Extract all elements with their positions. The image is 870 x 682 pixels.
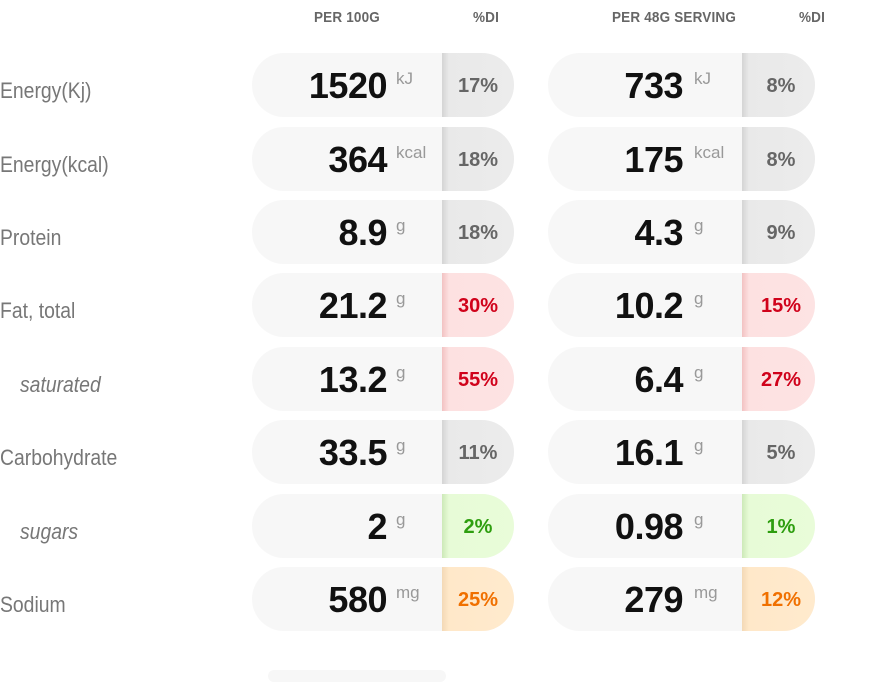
per-serving-unit: g	[694, 216, 704, 235]
per-100g-cell: 2 g 2%	[252, 494, 514, 558]
per-100g-value: 364	[328, 139, 387, 180]
column-header-per-100g: PER 100G	[314, 9, 380, 26]
partial-next-row	[268, 670, 446, 682]
per-serving-cell: 0.98 g 1%	[548, 494, 815, 558]
per-serving-cell: 6.4 g 27%	[548, 347, 815, 411]
per-100g-unit: g	[396, 216, 406, 235]
per-serving-cell: 175 kcal 8%	[548, 127, 815, 191]
nutrition-row-sodium: Sodium 580 mg 25% 279 mg 12%	[0, 567, 870, 631]
per-100g-unit: g	[396, 363, 406, 382]
per-serving-value: 733	[624, 65, 683, 106]
per-serving-unit: g	[694, 510, 704, 529]
per-100g-di-badge: 30%	[442, 273, 514, 337]
per-serving-cell: 733 kJ 8%	[548, 53, 815, 117]
per-serving-value: 6.4	[634, 359, 683, 400]
per-100g-di-badge: 18%	[442, 127, 514, 191]
column-header-per-serving: PER 48G SERVING	[612, 9, 737, 26]
per-100g-di-badge: 55%	[442, 347, 514, 411]
nutrition-row-energy-kcal: Energy(kcal) 364 kcal 18% 175 kcal 8%	[0, 127, 870, 191]
per-serving-di-badge: 27%	[742, 347, 815, 411]
per-serving-unit: kJ	[694, 69, 711, 88]
per-100g-unit: g	[396, 510, 406, 529]
per-100g-cell: 13.2 g 55%	[252, 347, 514, 411]
nutrient-label: saturated	[20, 372, 101, 397]
per-serving-cell: 4.3 g 9%	[548, 200, 815, 264]
per-serving-di-badge: 1%	[742, 494, 815, 558]
per-serving-value: 16.1	[614, 432, 684, 473]
per-100g-value: 580	[328, 579, 387, 620]
per-serving-unit: g	[694, 436, 704, 455]
per-100g-value: 1520	[308, 65, 388, 106]
per-100g-di-badge: 18%	[442, 200, 514, 264]
per-100g-cell: 1520 kJ 17%	[252, 53, 514, 117]
per-100g-value: 8.9	[338, 212, 387, 253]
per-serving-cell: 16.1 g 5%	[548, 420, 815, 484]
per-serving-value: 0.98	[614, 506, 684, 547]
per-100g-unit: mg	[396, 583, 420, 602]
per-serving-unit: kcal	[694, 143, 725, 162]
nutrition-row-saturated: saturated 13.2 g 55% 6.4 g 27%	[0, 347, 870, 411]
per-100g-cell: 8.9 g 18%	[252, 200, 514, 264]
per-100g-di-badge: 11%	[442, 420, 514, 484]
nutrient-label: Energy(Kj)	[0, 78, 92, 103]
per-serving-di-badge: 5%	[742, 420, 815, 484]
per-100g-value: 2	[367, 506, 387, 547]
nutrition-row-sugars: sugars 2 g 2% 0.98 g 1%	[0, 494, 870, 558]
column-header-di-2: %DI	[799, 9, 826, 26]
per-serving-di-badge: 15%	[742, 273, 815, 337]
per-serving-unit: g	[694, 363, 704, 382]
per-serving-cell: 10.2 g 15%	[548, 273, 815, 337]
nutrient-label: Protein	[0, 225, 62, 250]
nutrition-row-carbohydrate: Carbohydrate 33.5 g 11% 16.1 g 5%	[0, 420, 870, 484]
column-header-di-1: %DI	[473, 9, 500, 26]
per-100g-unit: kcal	[396, 143, 427, 162]
per-serving-di-badge: 9%	[742, 200, 815, 264]
per-serving-value: 279	[624, 579, 683, 620]
per-100g-cell: 21.2 g 30%	[252, 273, 514, 337]
per-serving-value: 175	[624, 139, 683, 180]
per-serving-unit: g	[694, 289, 704, 308]
per-serving-unit: mg	[694, 583, 718, 602]
per-100g-cell: 580 mg 25%	[252, 567, 514, 631]
nutrient-label: Sodium	[0, 592, 66, 617]
per-serving-di-badge: 8%	[742, 53, 815, 117]
per-100g-value: 21.2	[318, 285, 388, 326]
nutrition-row-protein: Protein 8.9 g 18% 4.3 g 9%	[0, 200, 870, 264]
per-100g-value: 33.5	[318, 432, 388, 473]
per-serving-value: 10.2	[614, 285, 684, 326]
per-serving-cell: 279 mg 12%	[548, 567, 815, 631]
per-serving-value: 4.3	[634, 212, 683, 253]
per-serving-di-badge: 8%	[742, 127, 815, 191]
nutrient-label: Energy(kcal)	[0, 152, 109, 177]
per-100g-unit: g	[396, 436, 406, 455]
per-100g-di-badge: 25%	[442, 567, 514, 631]
per-100g-unit: kJ	[396, 69, 413, 88]
per-serving-di-badge: 12%	[742, 567, 815, 631]
per-100g-di-badge: 2%	[442, 494, 514, 558]
nutrient-label: Carbohydrate	[0, 445, 118, 470]
per-100g-di-badge: 17%	[442, 53, 514, 117]
nutrition-row-fat-total: Fat, total 21.2 g 30% 10.2 g 15%	[0, 273, 870, 337]
per-100g-value: 13.2	[318, 359, 388, 400]
nutrient-label: Fat, total	[0, 298, 76, 323]
nutrient-label: sugars	[20, 519, 79, 544]
per-100g-unit: g	[396, 289, 406, 308]
per-100g-cell: 364 kcal 18%	[252, 127, 514, 191]
nutrition-row-energy-kj: Energy(Kj) 1520 kJ 17% 733 kJ 8%	[0, 53, 870, 117]
per-100g-cell: 33.5 g 11%	[252, 420, 514, 484]
